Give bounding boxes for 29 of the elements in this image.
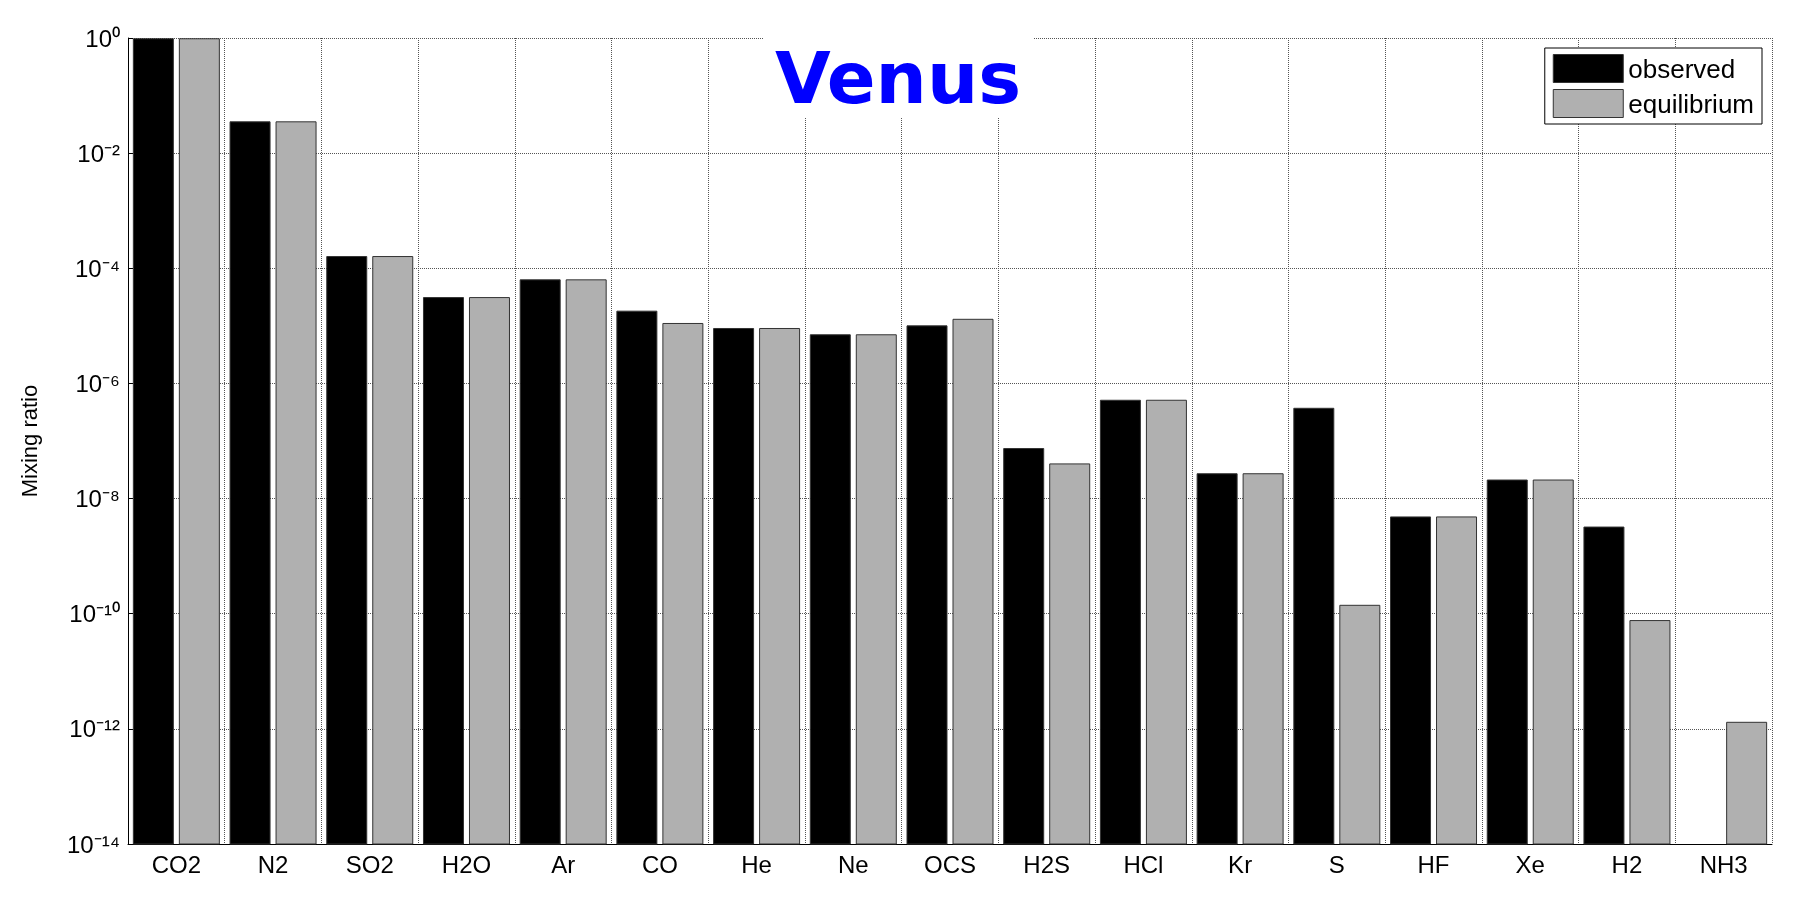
x-tick-label: NH3 <box>1699 850 1748 878</box>
x-tick-label: H2O <box>441 850 492 878</box>
legend-label: observed <box>1628 53 1736 84</box>
x-tick-label: SO2 <box>345 850 394 878</box>
x-tick-label: Xe <box>1515 850 1545 878</box>
legend-label: equilibrium <box>1628 88 1755 119</box>
x-tick-label: H2S <box>1023 850 1071 878</box>
x-tick-label: OCS <box>923 850 977 878</box>
y-tick-label: 10⁻⁶ <box>75 369 120 397</box>
x-tick-label: S <box>1328 850 1345 878</box>
y-tick-label: 10⁻² <box>77 139 121 167</box>
y-axis-title: Mixing ratio <box>16 384 42 498</box>
y-tick-label: 10⁻¹⁰ <box>69 600 120 628</box>
x-tick-label: Kr <box>1228 850 1253 878</box>
chart-title: Venus <box>775 36 1021 120</box>
x-tick-label: He <box>741 850 772 878</box>
y-tick-label: 10⁻⁴ <box>74 254 120 282</box>
x-tick-label: HF <box>1417 850 1450 878</box>
x-tick-label: Ar <box>551 850 576 878</box>
x-tick-label: CO2 <box>151 850 202 878</box>
x-tick-label: CO <box>641 850 678 878</box>
y-tick-label: 10⁻¹² <box>69 715 120 743</box>
y-tick-label: 10⁻⁸ <box>75 485 120 513</box>
x-tick-label: H2 <box>1611 850 1643 878</box>
x-tick-label: N2 <box>257 850 289 878</box>
y-tick-label: 10⁻¹⁴ <box>67 830 120 858</box>
x-tick-label: Ne <box>837 850 869 878</box>
y-tick-label: 10⁰ <box>85 24 120 52</box>
x-tick-label: HCl <box>1123 850 1164 878</box>
